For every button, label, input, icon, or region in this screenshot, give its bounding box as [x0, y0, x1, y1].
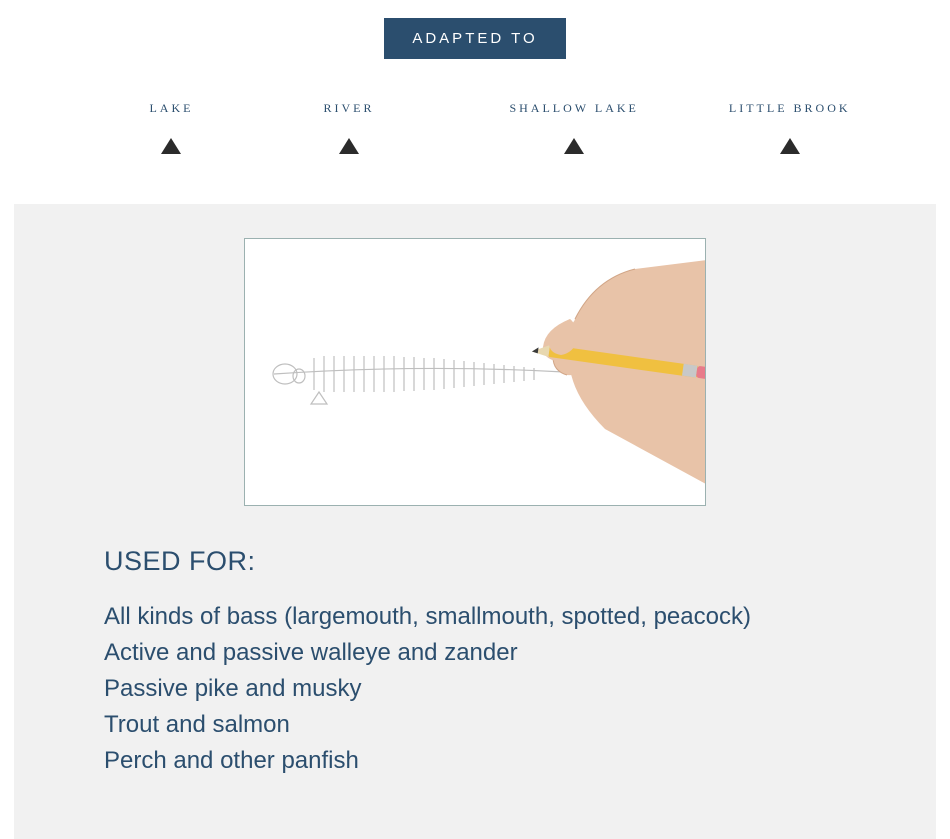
adapted-to-badge: ADAPTED TO	[384, 18, 565, 59]
list-item: Active and passive walleye and zander	[104, 635, 936, 671]
environment-row: LAKE RIVER SHALLOW LAKE LITTLE BROOK	[0, 101, 950, 154]
list-item: Perch and other panfish	[104, 743, 936, 779]
hand-pencil-icon	[515, 259, 706, 489]
used-for-section: USED FOR: All kinds of bass (largemouth,…	[14, 204, 936, 839]
illustration-frame	[244, 238, 706, 506]
used-for-title: USED FOR:	[104, 546, 936, 577]
env-label: LAKE	[149, 101, 193, 116]
triangle-icon	[161, 138, 181, 154]
env-label: SHALLOW LAKE	[509, 101, 638, 116]
adapted-to-section: ADAPTED TO LAKE RIVER SHALLOW LAKE LITTL…	[0, 0, 950, 204]
env-item-river: RIVER	[323, 101, 374, 154]
env-item-little-brook: LITTLE BROOK	[729, 101, 851, 154]
env-label: RIVER	[323, 101, 374, 116]
triangle-icon	[339, 138, 359, 154]
list-item: All kinds of bass (largemouth, smallmout…	[104, 599, 936, 635]
used-for-list: All kinds of bass (largemouth, smallmout…	[104, 599, 936, 779]
triangle-icon	[564, 138, 584, 154]
list-item: Trout and salmon	[104, 707, 936, 743]
env-item-shallow-lake: SHALLOW LAKE	[509, 101, 638, 154]
env-item-lake: LAKE	[149, 101, 193, 154]
list-item: Passive pike and musky	[104, 671, 936, 707]
triangle-icon	[780, 138, 800, 154]
env-label: LITTLE BROOK	[729, 101, 851, 116]
used-for-block: USED FOR: All kinds of bass (largemouth,…	[14, 546, 936, 779]
